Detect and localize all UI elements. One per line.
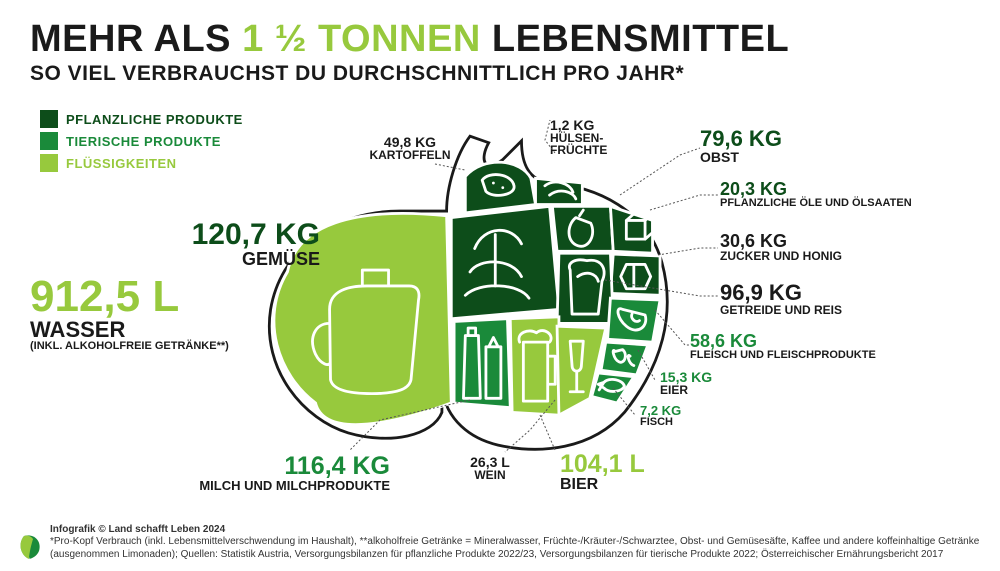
footer-copyright: Infografik © Land schafft Leben 2024 [50,524,225,535]
label-text: KARTOFFELN [369,149,450,161]
label-zucker: 30,6 KGZUCKER UND HONIG [720,232,842,262]
label-value: 120,7 KG [192,220,320,250]
label-wasser: 912,5 LWASSER(INKL. ALKOHOLFREIE GETRÄNK… [30,275,229,352]
label-text: WASSER [30,319,229,341]
label-text: FISCH [640,417,681,428]
leaf-icon [14,531,44,561]
label-gemuese: 120,7 KGGEMÜSE [192,220,320,268]
stomach-diagram [250,110,690,490]
label-value: 49,8 KG [369,135,450,149]
label-value: 15,3 KG [660,370,712,384]
title-part3: LEBENSMITTEL [492,18,789,60]
label-value: 116,4 KG [199,454,390,479]
title-part2: 1 ½ TONNEN [242,18,492,60]
legend-label: TIERISCHE PRODUKTE [66,134,221,149]
label-text: BIER [560,477,645,493]
label-bier: 104,1 LBIER [560,452,645,493]
label-value: 104,1 L [560,452,645,477]
label-value: 96,9 KG [720,282,842,304]
page-subtitle: SO VIEL VERBRAUCHST DU DURCHSCHNITTLICH … [30,62,684,86]
legend-swatch [40,132,58,150]
label-fisch: 7,2 KGFISCH [640,404,681,428]
label-wein: 26,3 LWEIN [470,455,510,481]
label-text: PFLANZLICHE ÖLE UND ÖLSAATEN [720,198,912,209]
label-value: 58,6 KG [690,332,876,350]
label-value: 1,2 KG [550,118,607,132]
label-kartoffeln: 49,8 KGKARTOFFELN [369,135,450,161]
legend-swatch [40,110,58,128]
segment-fisch [592,373,634,403]
label-value: 79,6 KG [700,128,782,150]
footer-text: *Pro-Kopf Verbrauch (inkl. Lebensmittelv… [50,536,979,560]
label-oele: 20,3 KGPFLANZLICHE ÖLE UND ÖLSAATEN [720,180,912,209]
label-milch: 116,4 KGMILCH UND MILCHPRODUKTE [199,454,390,492]
label-text: WEIN [470,469,510,481]
label-getreide: 96,9 KGGETREIDE UND REIS [720,282,842,316]
legend-item: TIERISCHE PRODUKTE [40,132,243,150]
label-text: MILCH UND MILCHPRODUKTE [199,479,390,492]
label-value: 912,5 L [30,275,229,319]
legend-label: PFLANZLICHE PRODUKTE [66,112,243,127]
label-text: ZUCKER UND HONIG [720,250,842,262]
label-value: 30,6 KG [720,232,842,250]
label-text: OBST [700,150,782,164]
segment-kartoffeln [465,162,535,213]
label-eier: 15,3 KGEIER [660,370,712,396]
legend-label: FLÜSSIGKEITEN [66,156,177,171]
page-title: MEHR ALS 1 ½ TONNEN LEBENSMITTEL [30,18,789,61]
label-subtext: (INKL. ALKOHOLFREIE GETRÄNKE**) [30,341,229,352]
title-part1: MEHR ALS [30,18,242,60]
label-huelsenfruechte: 1,2 KGHÜLSEN-FRÜCHTE [550,118,607,156]
label-text: GEMÜSE [192,250,320,268]
segment-wein [557,326,606,415]
legend-item: FLÜSSIGKEITEN [40,154,243,172]
label-obst: 79,6 KGOBST [700,128,782,164]
label-text: HÜLSEN-FRÜCHTE [550,132,607,156]
label-text: GETREIDE UND REIS [720,304,842,316]
label-value: 20,3 KG [720,180,912,198]
legend-item: PFLANZLICHE PRODUKTE [40,110,243,128]
legend-swatch [40,154,58,172]
label-fleisch: 58,6 KGFLEISCH UND FLEISCHPRODUKTE [690,332,876,361]
legend: PFLANZLICHE PRODUKTE TIERISCHE PRODUKTE FL… [40,110,243,176]
label-text: EIER [660,384,712,396]
label-value: 26,3 L [470,455,510,469]
footer: Infografik © Land schafft Leben 2024 *Pr… [50,524,980,562]
label-text: FLEISCH UND FLEISCHPRODUKTE [690,350,876,361]
